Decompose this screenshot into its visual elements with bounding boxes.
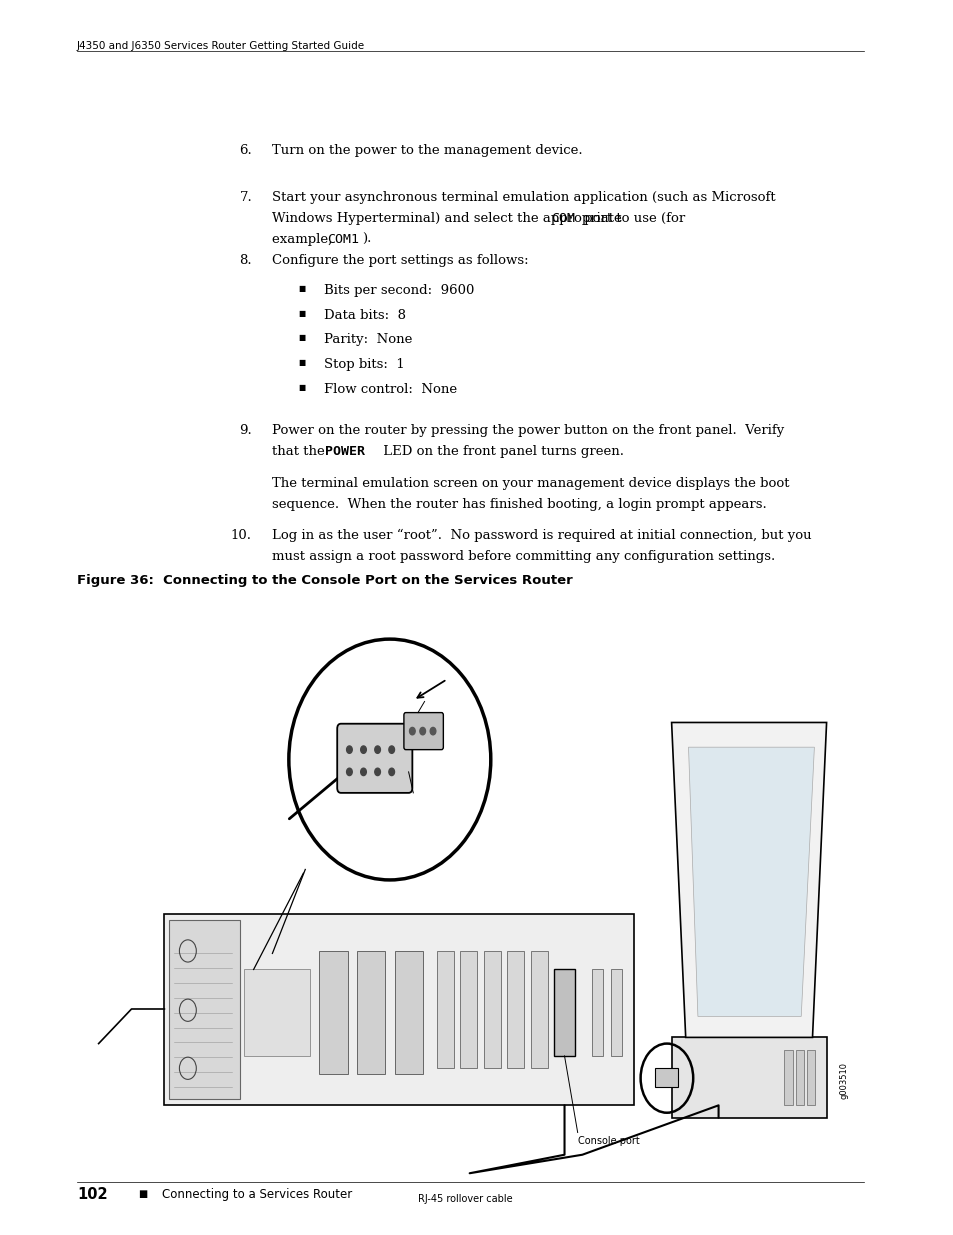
Text: Configure the port settings as follows:: Configure the port settings as follows: — [273, 254, 529, 268]
Circle shape — [346, 768, 352, 776]
Bar — [530, 951, 547, 1068]
Text: ■: ■ — [298, 333, 306, 342]
FancyBboxPatch shape — [164, 914, 634, 1105]
Text: Log in as the user “root”.  No password is required at initial connection, but y: Log in as the user “root”. No password i… — [273, 529, 811, 542]
Polygon shape — [671, 722, 825, 1037]
Text: port to use (for: port to use (for — [579, 212, 684, 226]
Polygon shape — [688, 747, 814, 1016]
Circle shape — [346, 746, 352, 753]
Bar — [554, 969, 575, 1056]
Circle shape — [360, 746, 366, 753]
Text: Adapter: Adapter — [413, 793, 449, 802]
Bar — [783, 1050, 792, 1105]
Text: Juniper: Juniper — [253, 1008, 278, 1013]
Text: 10.: 10. — [230, 529, 251, 542]
Bar — [654, 1068, 678, 1087]
Text: Parity:  None: Parity: None — [324, 333, 412, 347]
Bar — [169, 920, 239, 1099]
Text: POWER: POWER — [325, 445, 365, 458]
Text: COM: COM — [551, 212, 575, 226]
Text: Start your asynchronous terminal emulation application (such as Microsoft: Start your asynchronous terminal emulati… — [273, 191, 775, 205]
Bar — [671, 1037, 825, 1118]
Text: must assign a root password before committing any configuration settings.: must assign a root password before commi… — [273, 550, 775, 563]
Circle shape — [375, 746, 380, 753]
FancyBboxPatch shape — [403, 713, 443, 750]
Bar — [459, 951, 476, 1068]
Text: 102: 102 — [77, 1187, 108, 1202]
Text: Data bits:  8: Data bits: 8 — [324, 309, 406, 322]
Text: 8.: 8. — [239, 254, 252, 268]
Circle shape — [375, 768, 380, 776]
Text: COM1: COM1 — [327, 233, 358, 247]
Text: ■: ■ — [138, 1189, 147, 1199]
Bar — [244, 969, 310, 1056]
Bar — [591, 969, 602, 1056]
Ellipse shape — [289, 640, 490, 879]
Text: ■: ■ — [298, 383, 306, 391]
Text: Console port: Console port — [578, 1136, 639, 1146]
Text: g003510: g003510 — [838, 1062, 847, 1099]
Text: J4350 and J6350 Services Router Getting Started Guide: J4350 and J6350 Services Router Getting … — [77, 41, 365, 51]
Circle shape — [389, 768, 395, 776]
Text: Flow control:  None: Flow control: None — [324, 383, 456, 396]
Text: Turn on the power to the management device.: Turn on the power to the management devi… — [273, 144, 582, 158]
Text: Bits per second:  9600: Bits per second: 9600 — [324, 284, 474, 298]
Text: Serial port: Serial port — [424, 693, 472, 701]
Text: RJ-45 rollover cable: RJ-45 rollover cable — [417, 1194, 512, 1204]
Bar — [319, 951, 347, 1074]
Bar — [610, 969, 621, 1056]
Bar — [806, 1050, 815, 1105]
Circle shape — [360, 768, 366, 776]
Text: LED on the front panel turns green.: LED on the front panel turns green. — [378, 445, 623, 458]
Text: ).: ). — [361, 233, 371, 247]
Bar — [483, 951, 500, 1068]
Circle shape — [430, 727, 436, 735]
Text: Figure 36:  Connecting to the Console Port on the Services Router: Figure 36: Connecting to the Console Por… — [77, 574, 572, 588]
Text: Power on the router by pressing the power button on the front panel.  Verify: Power on the router by pressing the powe… — [273, 424, 783, 437]
Circle shape — [419, 727, 425, 735]
Circle shape — [389, 746, 395, 753]
Text: Stop bits:  1: Stop bits: 1 — [324, 358, 404, 372]
Bar — [395, 951, 422, 1074]
Text: The terminal emulation screen on your management device displays the boot: The terminal emulation screen on your ma… — [273, 477, 789, 490]
FancyBboxPatch shape — [336, 724, 412, 793]
Text: 9.: 9. — [239, 424, 252, 437]
Text: ■: ■ — [298, 358, 306, 367]
Text: ■: ■ — [298, 309, 306, 317]
Text: Windows Hyperterminal) and select the appropriate: Windows Hyperterminal) and select the ap… — [273, 212, 626, 226]
Bar — [507, 951, 523, 1068]
Bar — [436, 951, 454, 1068]
Text: that the: that the — [273, 445, 329, 458]
Text: example,: example, — [273, 233, 336, 247]
Text: 7.: 7. — [239, 191, 252, 205]
Text: 6.: 6. — [239, 144, 252, 158]
Text: Connecting to a Services Router: Connecting to a Services Router — [161, 1188, 352, 1200]
Bar — [356, 951, 385, 1074]
Bar — [795, 1050, 803, 1105]
Text: ■: ■ — [298, 284, 306, 293]
Text: sequence.  When the router has finished booting, a login prompt appears.: sequence. When the router has finished b… — [273, 498, 766, 511]
Circle shape — [409, 727, 415, 735]
